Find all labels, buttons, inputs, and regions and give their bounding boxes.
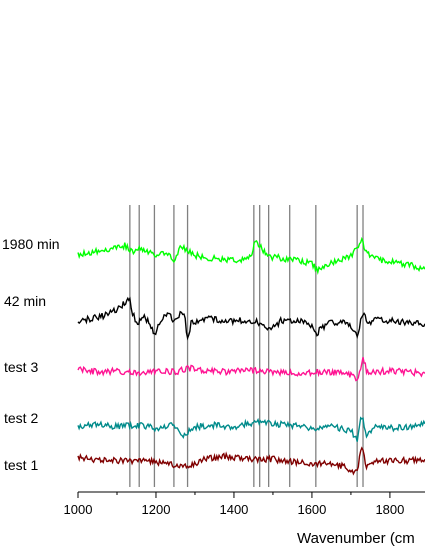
series-group (77, 236, 425, 476)
x-axis-label: Wavenumber (cm (297, 530, 415, 547)
x-tick-label-1600: 1600 (297, 502, 326, 517)
series-label-2: 42 min (4, 293, 46, 309)
series-label-3: test 3 (4, 359, 38, 375)
reference-lines (129, 205, 364, 487)
x-ticks: 1000 1200 1400 1600 1800 (64, 492, 404, 517)
series-line-4 (77, 416, 425, 442)
series-label-5: test 1 (4, 457, 38, 473)
x-tick-label-1400: 1400 (219, 502, 248, 517)
x-tick-label-1800: 1800 (375, 502, 404, 517)
series-line-1 (77, 236, 425, 275)
x-tick-label-1200: 1200 (142, 502, 171, 517)
series-label-4: test 2 (4, 410, 38, 426)
series-line-3 (77, 357, 425, 382)
series-line-2 (77, 296, 425, 341)
series-labels: 1980 min 42 min test 3 test 2 test 1 (2, 236, 60, 473)
series-label-1: 1980 min (2, 236, 60, 252)
series-line-5 (77, 446, 425, 476)
x-tick-label-1000: 1000 (64, 502, 93, 517)
